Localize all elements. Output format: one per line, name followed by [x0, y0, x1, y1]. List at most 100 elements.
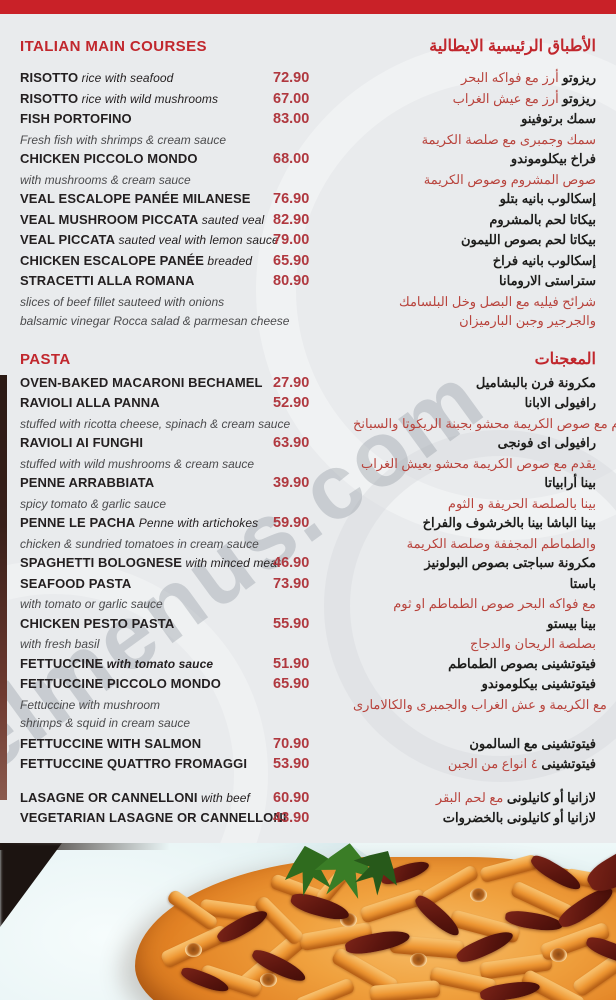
menu-item-row: CHICKEN PESTO PASTA 55.90 بينا بيستو	[20, 616, 596, 637]
menu-item-description-row: with fresh basil بصلصة الريحان والدجاج	[20, 636, 596, 656]
menu-item-description-row: spicy tomato & garlic sauce بينا بالصلصة …	[20, 496, 596, 516]
item-name: FETTUCCINE QUATTRO FROMAGGI	[20, 756, 248, 771]
menu-item-row: VEAL PICCATA sauted veal with lemon sauc…	[20, 232, 596, 253]
item-price: 59.90	[273, 515, 310, 531]
penne-hole-shape	[260, 973, 277, 987]
penne-hole-shape	[410, 953, 427, 967]
item-price: 46.90	[273, 555, 310, 571]
item-name: VEAL PICCATA sauted veal with lemon sauc…	[20, 232, 279, 247]
item-name: OVEN-BAKED MACARONI BECHAMEL	[20, 374, 263, 390]
item-arabic-main: فيتوتشينى بيكلوموندو	[481, 676, 596, 691]
item-name-arabic: رافيولى اى فونجى	[353, 435, 596, 451]
item-arabic-main: ستراستى الارومانا	[499, 273, 596, 288]
item-price: 51.90	[273, 655, 310, 672]
dish-photo	[0, 843, 616, 1000]
item-note: breaded	[203, 253, 253, 268]
section-header: ITALIAN MAIN COURSES الأطباق الرئيسية الا…	[20, 36, 596, 55]
item-arabic-main: بينا الباشا بينا بالخرشوف والفراخ	[422, 515, 596, 530]
item-desc-arabic: سمك وجمبرى مع صلصة الكريمة	[353, 132, 596, 148]
item-price: 60.90	[273, 789, 310, 806]
item-price: 52.90	[273, 395, 310, 411]
item-arabic-main: بينا بيستو	[547, 615, 596, 631]
item-arabic-main: فيتوتشينى بصوص الطماطم	[448, 655, 596, 671]
item-desc-arabic-text: يقدم مع صوص الكريمة محشو بجبنة الريكوتا …	[353, 415, 616, 431]
item-note: rice with wild mushrooms	[78, 91, 219, 106]
item-name-arabic: إسكالوب بانيه فراخ	[353, 253, 596, 269]
item-desc-arabic: مع الكريمة و عش الغراب والجمبرى والكالام…	[353, 697, 607, 713]
menu-item-description-row: Fettuccine with mushroom مع الكريمة و عش …	[20, 697, 607, 717]
item-name-arabic: فيتوتشينى مع السالمون	[353, 736, 596, 752]
menu-item-description-row: with tomato or garlic sauce مع فواكه البح…	[20, 596, 596, 616]
item-price: 70.90	[273, 735, 310, 752]
item-price: 65.90	[273, 252, 310, 269]
menu-item-row: PENNE LE PACHA Penne with artichokes 59.9…	[20, 515, 596, 536]
item-name: CHICKEN PESTO PASTA	[20, 615, 175, 631]
item-desc-en: with fresh basil	[20, 637, 100, 651]
item-desc-en: slices of beef fillet sauteed with onion…	[20, 294, 225, 309]
item-name: RISOTTO rice with wild mushrooms	[20, 90, 219, 106]
top-accent-bar	[0, 0, 616, 14]
item-arabic-main: بيكاتا لحم بالمشروم	[489, 211, 596, 227]
item-arabic-main: رافيولى الابانا	[524, 395, 596, 410]
item-desc-arabic: يقدم مع صوص الكريمة محشو بعيش الغراب	[353, 456, 596, 472]
item-desc-arabic-text: والجرجير وجبن البارميزان	[459, 313, 596, 328]
menu-item-row: VEGETARIAN LASAGNE OR CANNELLONI 43.90 لاز…	[20, 810, 596, 831]
item-name: VEGETARIAN LASAGNE OR CANNELLONI	[20, 810, 287, 825]
item-name: FISH PORTOFINO	[20, 111, 132, 126]
menu-item-row: PENNE ARRABBIATA 39.90 بينا أرابياتا	[20, 475, 596, 496]
menu-item-description-row: stuffed with wild mushrooms & cream sauc…	[20, 456, 596, 476]
item-name-arabic: بينا بيستو	[353, 616, 596, 632]
item-desc-en: with mushrooms & cream sauce	[20, 172, 191, 187]
section-title-arabic: الأطباق الرئيسية الايطالية	[429, 38, 596, 55]
item-desc-en: Fresh fish with shrimps & cream sauce	[20, 132, 227, 147]
item-name: FETTUCCINE PICCOLO MONDO	[20, 676, 222, 691]
menu-item-row: CHICKEN ESCALOPE PANÉE breaded 65.90 إسكال…	[20, 253, 596, 274]
item-arabic-main: لازانيا أو كانيلونى	[506, 789, 596, 805]
item-name: LASAGNE OR CANNELLONI with beef	[20, 789, 250, 805]
item-desc-en: chicken & sundried tomatoes in cream sau…	[20, 536, 259, 551]
item-desc-arabic-text: يقدم مع صوص الكريمة محشو بعيش الغراب	[360, 455, 596, 471]
item-name: FETTUCCINE WITH SALMON	[20, 735, 202, 751]
item-name-arabic: لازانيا أو كانيلونى مع لحم البقر	[353, 790, 596, 806]
menu-item-row: VEAL MUSHROOM PICCATA sauted veal 82.90 بي…	[20, 212, 596, 233]
item-desc-arabic-text: مع فواكه البحر صوص الطماطم او ثوم	[393, 596, 596, 611]
item-arabic-red: أرز مع فواكه البحر	[461, 70, 559, 85]
section-title-arabic: المعجنات	[534, 350, 596, 368]
item-desc-en: spicy tomato & garlic sauce	[20, 496, 167, 511]
item-name-arabic: ريزوتو أرز مع عيش الغراب	[353, 91, 596, 107]
item-price: 27.90	[273, 374, 310, 391]
item-name: PENNE ARRABBIATA	[20, 475, 155, 490]
item-arabic-main: مكرونة سباجتى بصوص البولونيز	[424, 555, 596, 570]
item-name: SEAFOOD PASTA	[20, 575, 132, 591]
item-name-arabic: بينا أرابياتا	[353, 475, 596, 491]
item-desc-arabic: بينا بالصلصة الحريفة و الثوم	[353, 496, 596, 512]
menu-item-description-row: stuffed with ricotta cheese, spinach & c…	[20, 416, 616, 436]
item-desc-arabic: شرائح فيليه مع البصل وخل البلسامك	[353, 294, 596, 310]
menu-item-row: OVEN-BAKED MACARONI BECHAMEL 27.90 مكرونة …	[20, 375, 596, 396]
item-name-arabic: فيتوتشينى بصوص الطماطم	[353, 656, 596, 672]
item-price: 83.00	[273, 111, 310, 127]
item-desc-arabic: صوص المشروم وصوص الكريمة	[353, 172, 596, 188]
item-name-arabic: إسكالوب بانيه بتلو	[353, 191, 596, 207]
item-desc-arabic-text: بصلصة الريحان والدجاج	[470, 636, 596, 651]
item-desc-arabic-text: والطماطم المجففة وصلصة الكريمة	[406, 535, 596, 551]
item-price: 72.90	[273, 70, 310, 86]
item-desc-arabic-text: شرائح فيليه مع البصل وخل البلسامك	[398, 293, 596, 309]
item-arabic-red: ٤ انواع من الجبن	[447, 756, 538, 771]
item-desc-arabic: يقدم مع صوص الكريمة محشو بجبنة الريكوتا …	[353, 416, 616, 432]
item-price: 43.90	[273, 810, 310, 826]
item-arabic-main: ريزوتو	[562, 90, 596, 106]
item-arabic-main: لازانيا أو كانيلونى بالخضروات	[442, 810, 596, 825]
item-note: rice with seafood	[78, 71, 174, 85]
item-name-arabic: ريزوتو أرز مع فواكه البحر	[353, 70, 596, 86]
item-note: sauted veal	[198, 212, 265, 227]
item-arabic-main: بيكاتا لحم بصوص الليمون	[460, 232, 596, 247]
item-name-arabic: فيتوتشينى ٤ انواع من الجبن	[353, 756, 596, 772]
item-arabic-main: باستا	[569, 575, 596, 591]
row-spacer	[20, 777, 596, 790]
item-desc-arabic-text: سمك وجمبرى مع صلصة الكريمة	[421, 131, 596, 147]
item-name: FETTUCCINE with tomato sauce	[20, 655, 214, 671]
item-price: 73.90	[273, 575, 310, 592]
menu-item-description-row: slices of beef fillet sauteed with onion…	[20, 294, 596, 314]
